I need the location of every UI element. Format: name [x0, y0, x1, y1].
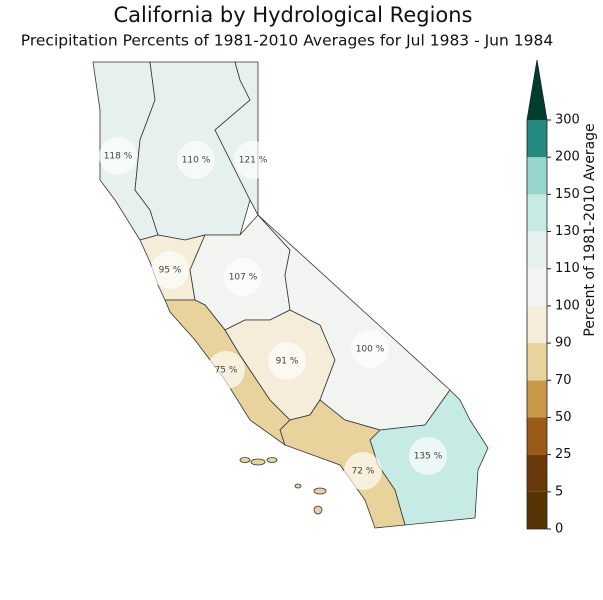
colorbar-frame — [526, 59, 548, 530]
region-label: 95 % — [159, 266, 182, 276]
colorbar-tick-label: 110 — [555, 261, 580, 276]
region-label: 91 % — [276, 357, 299, 367]
label-badge — [224, 258, 262, 296]
colorbar-segment — [527, 268, 547, 306]
label-badge — [409, 437, 447, 475]
colorbar-segment — [527, 120, 547, 158]
region-label: 118 % — [104, 152, 133, 162]
colorbar-tick-label: 130 — [555, 224, 580, 239]
colorbar-extend — [527, 60, 547, 120]
island — [266, 457, 278, 463]
region-label: 75 % — [215, 366, 238, 376]
colorbar-segment — [527, 491, 547, 529]
island — [294, 483, 302, 489]
colorbar-segment — [527, 417, 547, 455]
label-badge — [177, 141, 215, 179]
region-label: 135 % — [414, 452, 443, 462]
colorbar-segment — [527, 343, 547, 381]
region-label: 110 % — [182, 156, 211, 166]
colorbar-segment — [527, 305, 547, 344]
island — [250, 458, 266, 466]
colorbar-segment — [527, 231, 547, 269]
label-badge — [151, 251, 189, 289]
island — [313, 505, 323, 515]
colorbar-tick-label: 150 — [555, 187, 580, 202]
region — [279, 399, 406, 529]
colorbar-tick-label: 100 — [555, 298, 580, 313]
label-badge — [344, 452, 382, 490]
colorbar-segment — [527, 454, 547, 492]
colorbar-segment — [527, 194, 547, 232]
subtitle: Precipitation Percents of 1981-2010 Aver… — [21, 32, 553, 50]
colorbar-tick-label: 0 — [555, 522, 563, 537]
island — [239, 457, 251, 463]
colorbar: 0 5 25 50 70 90 100 110 130 150 200 300 — [526, 59, 580, 537]
label-badge — [99, 137, 137, 175]
colorbar-segment — [527, 380, 547, 418]
colorbar-tick-label: 70 — [555, 373, 572, 388]
colorbar-label: Percent of 1981-2010 Average — [582, 123, 598, 336]
colorbar-tick-label: 200 — [555, 150, 580, 165]
colorbar-tick-label: 90 — [555, 336, 572, 351]
region-label: 121 % — [239, 156, 268, 166]
island — [313, 487, 327, 495]
label-badge — [268, 342, 306, 380]
colorbar-tick-label: 50 — [555, 410, 572, 425]
region-label: 72 % — [352, 467, 375, 477]
colorbar-tick-label: 25 — [555, 447, 572, 462]
colorbar-tick-label: 300 — [555, 113, 580, 128]
region-label: 107 % — [229, 273, 258, 283]
title: California by Hydrological Regions — [114, 3, 473, 27]
colorbar-tick-label: 5 — [555, 484, 563, 499]
label-badge — [207, 351, 245, 389]
region-label: 100 % — [356, 345, 385, 355]
map: 118 % 110 % 121 % 95 % 107 % 75 % 91 % 100 % 135… — [92, 61, 489, 529]
label-badge — [351, 330, 389, 368]
colorbar-segment — [527, 157, 547, 195]
label-badge — [234, 141, 272, 179]
